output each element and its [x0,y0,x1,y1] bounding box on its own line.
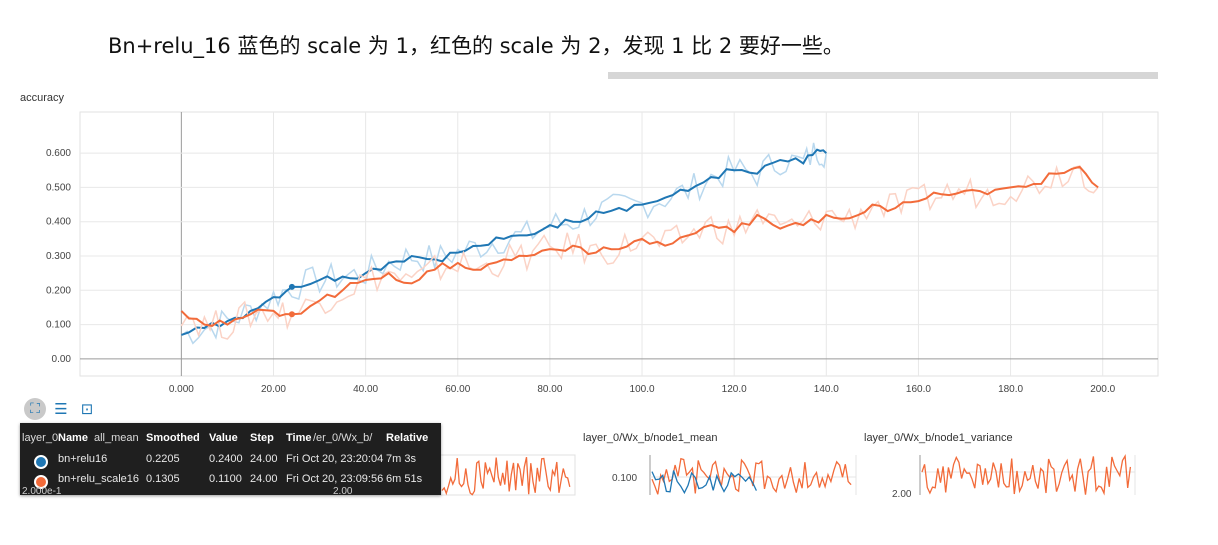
x-tick-label: 120.0 [722,384,747,395]
tooltip-header-step: Step [250,432,274,444]
plot-frame [79,111,1159,377]
partial-left-tick: 2.000e-1 [22,486,62,497]
tooltip-header-value: Value [209,432,238,444]
series-raw-line-bn+relu_scale16 [180,164,1099,340]
x-tick-label: 80.00 [537,384,562,395]
series-line-bn+relu16 [181,148,827,336]
y-tick-label: 0.600 [46,148,71,159]
x-tick-label: 60.00 [445,384,470,395]
y-tick-label: 0.100 [46,320,71,331]
tooltip-panel: layer_0 Name all_mean Smoothed Value Ste… [20,423,441,497]
tooltip-row-name: bn+relu16 [58,453,108,465]
tooltip-row-step: 24.00 [250,453,278,465]
small-chart-lines [441,454,1132,496]
tooltip-row-smoothed: 0.2205 [146,453,180,465]
small-chart-variance-tick: 2.00 [892,489,912,500]
tooltip-header-time: Time [286,432,312,444]
x-tick-label: 140.0 [814,384,839,395]
small-chart-mean [649,455,857,495]
tooltip-row-time: Fri Oct 20, 23:20:04 [286,453,384,465]
chart-title: accuracy [20,92,65,104]
y-tick-label: 0.500 [46,182,71,193]
y-tick-label: 0.400 [46,217,71,228]
variance-chart-line [921,454,1132,496]
partial-chart-line [441,457,571,496]
x-tick-label: 160.0 [906,384,931,395]
small-chart-variance-title: layer_0/Wx_b/node1_variance [864,432,1013,444]
x-tick-label: 180.0 [998,384,1023,395]
tooltip-row-relative: 6m 51s [386,473,423,485]
small-chart-mean-title: layer_0/Wx_b/node1_mean [583,432,718,444]
tooltip-row-time: Fri Oct 20, 23:09:56 [286,473,384,485]
partial-left-title-suffix: all_mean [94,432,139,444]
mean-chart-line-blue [651,470,757,495]
y-tick-label: 0.00 [52,354,72,365]
expand-chart-button[interactable]: ⛶ [24,398,46,420]
partial-middle-tick: 2.00 [333,486,353,497]
partial-middle-title: /er_0/Wx_b/ [313,432,373,444]
partial-left-title: layer_0 [22,432,59,444]
series-dot-orange [34,475,48,489]
y-tick-label: 0.300 [46,251,71,262]
toggle-log-button[interactable]: ☰ [50,398,72,420]
x-tick-label: 40.00 [353,384,378,395]
accuracy-chart[interactable]: 0.000 20.00 40.00 60.00 80.00 100.0 120.0 140.0… [0,0,1218,400]
x-tick-label: 20.00 [261,384,286,395]
hover-point-bn+relu_scale16 [288,311,295,318]
x-tick-label: 0.000 [169,384,194,395]
x-tick-label: 200.0 [1090,384,1115,395]
tooltip-row-step: 24.00 [250,473,278,485]
small-chart-variance [919,455,1136,495]
tooltip-row-value: 0.1100 [209,473,242,485]
hover-point-bn+relu16 [288,283,295,290]
tooltip-row-relative: 7m 3s [386,453,416,465]
series-dot-blue [34,455,48,469]
y-tick-label: 0.200 [46,285,71,296]
list-icon: ☰ [54,400,68,418]
page-caption: Bn+relu_16 蓝色的 scale 为 1，红色的 scale 为 2，发… [108,34,844,58]
x-tick-label: 100.0 [630,384,655,395]
tooltip-header-relative: Relative [386,432,429,444]
series-raw-line-bn+relu16 [180,142,828,345]
tooltip-header-name: Name [58,432,88,444]
tooltip-row-orange: bn+relu_scale16 0.1305 0.1100 24.00 Fri … [20,473,441,491]
tooltip-row-name: bn+relu_scale16 [58,473,140,485]
tooltip-row-blue: bn+relu16 0.2205 0.2400 24.00 Fri Oct 20… [20,453,441,471]
fit-domain-button[interactable]: ⊡ [76,398,98,420]
tooltip-header-smoothed: Smoothed [146,432,200,444]
expand-icon: ⛶ [30,401,40,417]
fit-icon: ⊡ [80,400,94,418]
series-line-bn+relu_scale16 [180,165,1099,327]
tooltip-header-row: layer_0 Name all_mean Smoothed Value Ste… [20,432,441,450]
small-chart-mean-tick: 0.100 [612,473,637,484]
divider-bar [608,72,1158,79]
tooltip-row-smoothed: 0.1305 [146,473,180,485]
tooltip-row-value: 0.2400 [209,453,243,465]
